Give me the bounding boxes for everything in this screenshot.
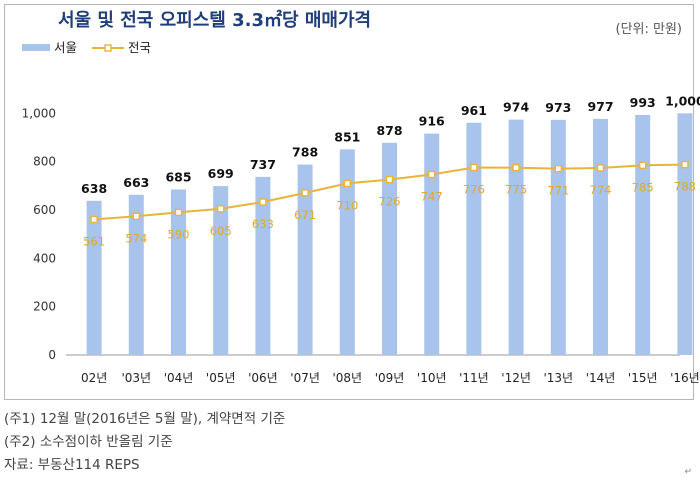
- return-mark: ↵: [684, 467, 692, 477]
- line-value-label: 775: [505, 183, 527, 197]
- y-tick-label: 200: [33, 300, 56, 314]
- x-tick-label: '09년: [375, 371, 405, 385]
- line-value-label: 590: [168, 227, 190, 241]
- line-point-national: [259, 198, 267, 206]
- x-tick-label: '14년: [586, 371, 616, 385]
- bar-seoul: [297, 164, 313, 355]
- footnote-1: (주1) 12월 말(2016년은 5월 말), 계약면적 기준: [4, 411, 286, 427]
- bar-seoul: [593, 118, 608, 356]
- y-tick-label: 600: [33, 203, 56, 217]
- bar-seoul: [466, 122, 482, 355]
- legend-swatch-seoul: [22, 44, 50, 51]
- line-value-label: 574: [125, 231, 147, 245]
- line-value-label: 771: [547, 184, 569, 198]
- bar-seoul: [550, 119, 566, 355]
- bar-seoul: [86, 200, 102, 355]
- line-value-label: 605: [210, 224, 232, 238]
- line-value-label: 633: [252, 217, 274, 231]
- y-tick-label: 800: [33, 155, 56, 169]
- bar-seoul: [213, 186, 229, 355]
- chart-svg: 0 200 400 600 800 1,000 638 663 685 699 737 788 851 8…: [22, 40, 700, 385]
- line-point-national: [681, 160, 689, 169]
- y-tick-label: 1,000: [22, 106, 56, 120]
- x-tick-label: 02년: [81, 371, 107, 385]
- line-point-national: [385, 175, 394, 184]
- x-tick-label: '08년: [332, 371, 362, 385]
- x-tick-label: '05년: [206, 371, 236, 385]
- line-value-label: 726: [379, 195, 401, 209]
- line-point-national: [512, 164, 520, 172]
- bar-seoul: [508, 119, 524, 355]
- x-tick-label: '06년: [248, 371, 278, 385]
- x-tick-label: '03년: [121, 371, 151, 385]
- legend-marker-national: [104, 44, 112, 52]
- bar-seoul: [255, 176, 271, 355]
- bar-value-label: 685: [165, 169, 191, 184]
- legend-label-seoul: 서울: [54, 40, 77, 55]
- line-point-national: [174, 208, 183, 217]
- bar-seoul: [128, 194, 144, 355]
- x-tick-label: '16년: [670, 371, 700, 385]
- bar-seoul: [171, 189, 186, 355]
- legend-label-national: 전국: [128, 40, 151, 55]
- line-point-national: [216, 205, 225, 213]
- x-tick-label: '07년: [290, 371, 320, 385]
- bar-value-label: 1,000: [665, 93, 700, 108]
- line-value-label: 747: [421, 189, 443, 203]
- x-tick-label: '15년: [628, 371, 658, 385]
- bar-value-label: 977: [587, 99, 613, 114]
- bar-seoul: [424, 133, 440, 355]
- line-point-national: [596, 164, 605, 172]
- bar-seoul: [382, 142, 397, 355]
- line-point-national: [554, 164, 562, 173]
- y-tick-label: 400: [33, 251, 56, 265]
- source-note: 자료: 부동산114 REPS: [4, 457, 140, 473]
- x-tick-label: '04년: [164, 371, 194, 385]
- bar-value-label: 916: [419, 114, 445, 129]
- bar-value-label: 878: [376, 123, 402, 138]
- footnotes: (주1) 12월 말(2016년은 5월 말), 계약면적 기준 (주2) 소수…: [4, 408, 285, 477]
- bar-seoul: [677, 113, 693, 355]
- line-value-label: 776: [463, 182, 485, 196]
- line-point-national: [343, 179, 351, 188]
- bar-seoul: [635, 115, 651, 356]
- line-value-label: 671: [294, 208, 316, 222]
- chart-title: 서울 및 전국 오피스텔 3.3㎡당 매매가격: [58, 10, 372, 31]
- x-tick-label: '12년: [501, 371, 531, 385]
- unit-label: (단위: 만원): [615, 22, 683, 37]
- line-point-national: [428, 170, 436, 179]
- line-value-label: 788: [674, 180, 696, 194]
- x-tick-label: '11년: [459, 371, 489, 385]
- bar-value-label: 699: [208, 166, 234, 181]
- bar-seoul: [339, 149, 355, 355]
- x-tick-label: '13년: [543, 371, 573, 385]
- line-point-national: [470, 163, 478, 172]
- line-value-label: 774: [590, 183, 612, 197]
- bar-value-label: 638: [81, 181, 107, 196]
- y-tick-label: 0: [48, 348, 56, 362]
- bar-value-label: 663: [123, 175, 149, 190]
- line-value-label: 785: [632, 180, 654, 194]
- bar-value-label: 851: [334, 129, 360, 144]
- chart-frame: [4, 4, 694, 400]
- x-tick-label: '10년: [417, 371, 447, 385]
- line-point-national: [639, 161, 647, 169]
- bar-value-label: 788: [292, 145, 318, 160]
- bar-value-label: 737: [250, 157, 276, 172]
- line-value-label: 561: [83, 234, 105, 248]
- line-point-national: [90, 215, 98, 224]
- line-value-label: 710: [336, 198, 358, 212]
- bar-value-label: 974: [503, 100, 529, 115]
- line-point-national: [132, 212, 141, 220]
- bar-value-label: 993: [630, 95, 656, 110]
- bar-value-label: 973: [545, 100, 571, 115]
- line-point-national: [301, 189, 309, 197]
- footnote-2: (주2) 소수점이하 반올림 기준: [4, 434, 173, 450]
- bar-value-label: 961: [461, 103, 487, 118]
